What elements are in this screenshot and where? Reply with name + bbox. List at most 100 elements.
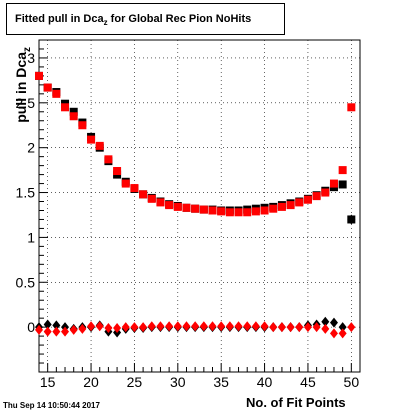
- plot-frame: [38, 39, 361, 373]
- data-point-diamond: [269, 322, 278, 333]
- data-point-diamond: [347, 214, 356, 225]
- axes: 15 20 25 30 35 40 45 50 0 0.5 1 1.5 2 2.5 3: [16, 39, 361, 390]
- data-point-diamond: [61, 326, 70, 337]
- x-tick-label: 25: [127, 374, 143, 390]
- data-point-square: [303, 195, 312, 204]
- data-point-diamond: [303, 322, 312, 333]
- data-point-square: [243, 208, 252, 217]
- data-point-square: [156, 198, 165, 207]
- data-point-square: [312, 192, 321, 201]
- data-point-square: [277, 202, 286, 211]
- data-point-square: [35, 71, 43, 80]
- data-point-diamond: [104, 323, 113, 334]
- chart-title: Fitted pull in Dcaz for Global Rec Pion …: [15, 13, 251, 27]
- chart-title-sub: z: [103, 18, 108, 28]
- data-point-diamond: [338, 328, 347, 339]
- data-point-square: [61, 103, 70, 112]
- data-point-diamond: [329, 328, 338, 339]
- x-tick-label: 45: [300, 374, 316, 390]
- y-tick-label: 2: [27, 140, 35, 156]
- data-point-diamond: [35, 324, 43, 335]
- data-point-square: [217, 207, 226, 216]
- data-point-diamond: [52, 326, 61, 337]
- data-point-diamond: [208, 321, 217, 332]
- y-tick-label: 3: [27, 50, 35, 66]
- data-point-diamond: [139, 322, 148, 333]
- data-point-diamond: [199, 321, 208, 332]
- chart-title-prefix: Fitted pull in Dca: [15, 13, 104, 25]
- data-point-square: [338, 180, 347, 189]
- data-point-square: [286, 201, 295, 210]
- data-point-diamond: [95, 321, 104, 332]
- data-point-diamond: [43, 319, 52, 330]
- timestamp: Thu Sep 14 10:50:44 2017: [3, 401, 100, 410]
- data-point-square: [295, 198, 304, 207]
- data-point-square: [69, 107, 78, 116]
- y-axis-label: pull in Dcaz: [13, 40, 33, 130]
- data-point-diamond: [217, 321, 226, 332]
- data-point-square: [199, 205, 208, 214]
- data-point-diamond: [321, 316, 330, 327]
- data-point-diamond: [277, 322, 286, 333]
- data-point-square: [165, 201, 174, 210]
- data-point-square: [225, 208, 234, 217]
- x-tick-label: 15: [40, 374, 56, 390]
- y-tick-label: 1.5: [16, 185, 36, 201]
- data-point-diamond: [191, 321, 200, 332]
- data-point-diamond: [43, 326, 52, 337]
- data-point-diamond: [173, 321, 182, 332]
- data-point-square: [173, 202, 182, 211]
- data-point-diamond: [234, 321, 243, 332]
- data-point-diamond: [338, 322, 347, 333]
- data-point-square: [208, 206, 217, 215]
- data-point-diamond: [286, 322, 295, 333]
- x-axis-label: No. of Fit Points: [246, 395, 346, 410]
- x-tick-label: 20: [83, 374, 99, 390]
- data-point-square: [260, 206, 269, 215]
- data-point-square: [104, 155, 113, 164]
- data-point-square: [87, 135, 96, 144]
- data-point-square: [329, 179, 338, 188]
- data-point-square: [234, 208, 243, 217]
- data-point-square: [251, 207, 260, 216]
- chart-title-suffix: for Global Rec Pion NoHits: [107, 13, 252, 25]
- x-tick-label: 30: [170, 374, 186, 390]
- data-point-square: [121, 179, 130, 188]
- data-point-diamond: [130, 322, 139, 333]
- x-tick-label: 35: [213, 374, 229, 390]
- data-point-diamond: [87, 321, 96, 332]
- grid: [39, 40, 360, 372]
- data-point-diamond: [329, 317, 338, 328]
- data-point-square: [52, 89, 61, 98]
- y-tick-label: 1: [27, 229, 35, 245]
- data-point-diamond: [295, 322, 304, 333]
- data-point-diamond: [78, 323, 87, 334]
- data-point-square: [113, 167, 122, 176]
- data-point-diamond: [165, 321, 174, 332]
- data-point-square: [147, 194, 156, 203]
- data-point-diamond: [225, 321, 234, 332]
- data-point-square: [78, 121, 87, 130]
- data-point-square: [182, 203, 191, 212]
- x-tick-label: 50: [344, 374, 360, 390]
- y-axis-label-main: pull in Dca: [13, 52, 30, 123]
- data-point-diamond: [182, 321, 191, 332]
- data-point-diamond: [321, 323, 330, 334]
- data-point-square: [321, 188, 330, 197]
- data-point-diamond: [147, 321, 156, 332]
- y-axis-label-sub: z: [21, 47, 33, 53]
- title-box: Fitted pull in Dcaz for Global Rec Pion …: [6, 3, 285, 35]
- data-point-square: [347, 103, 356, 112]
- data-point-diamond: [251, 321, 260, 332]
- data-point-diamond: [312, 322, 321, 333]
- data-point-diamond: [260, 321, 269, 332]
- data-point-diamond: [113, 323, 122, 334]
- y-tick-label: 0.5: [16, 274, 36, 290]
- data-point-square: [139, 190, 148, 199]
- data-point-square: [95, 141, 104, 150]
- data-point-square: [43, 83, 52, 92]
- data-point-diamond: [69, 324, 78, 335]
- data-marks: [35, 71, 356, 339]
- data-point-diamond: [121, 322, 130, 333]
